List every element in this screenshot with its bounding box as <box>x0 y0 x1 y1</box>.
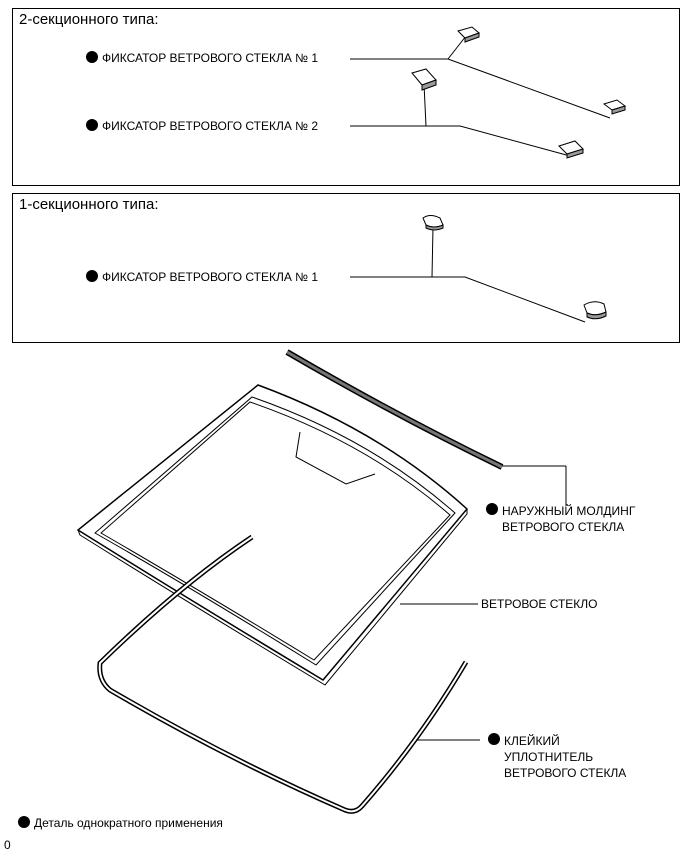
retainer-2-leader-two-section <box>350 83 571 157</box>
adhesive-dam-callout: КЛЕЙКИЙ УПЛОТНИТЕЛЬ ВЕТРОВОГО СТЕКЛА <box>488 733 626 781</box>
retainer-no1-top-icon <box>457 26 480 43</box>
two-section-panel: 2-секционного типа: <box>12 8 680 186</box>
retainer-no1-callout-two-section: ФИКСАТОР ВЕТРОВОГО СТЕКЛА № 1 <box>86 51 318 65</box>
retainer-1-leader-two-section <box>350 35 611 119</box>
retainer-no2-label: ФИКСАТОР ВЕТРОВОГО СТЕКЛА № 2 <box>102 119 319 133</box>
one-section-panel: 1-секционного типа: <box>12 193 680 343</box>
non-reusable-marker-icon <box>86 270 98 282</box>
windshield-callout: ВЕТРОВОЕ СТЕКЛО <box>481 597 598 611</box>
retainer-no1-label: ФИКСАТОР ВЕТРОВОГО СТЕКЛА № 1 <box>102 51 319 65</box>
windshield-glass <box>76 384 469 686</box>
non-reusable-marker-icon <box>18 816 30 828</box>
one-section-title: 1-секционного типа: <box>19 196 159 213</box>
two-section-title: 2-секционного типа: <box>19 11 159 28</box>
non-reusable-marker-icon <box>86 119 98 131</box>
retainer-no1-single-label: ФИКСАТОР ВЕТРОВОГО СТЕКЛА № 1 <box>102 270 319 284</box>
windshield-label: ВЕТРОВОЕ СТЕКЛО <box>481 597 598 611</box>
retainer-no1-right-icon <box>602 99 627 115</box>
retainer-1-leader-one-section <box>350 226 586 323</box>
legend-non-reusable: Деталь однократного применения <box>18 816 223 830</box>
adhesive-dam-label-line3: ВЕТРОВОГО СТЕКЛА <box>504 766 627 780</box>
outer-molding-callout: НАРУЖНЫЙ МОЛДИНГ ВЕТРОВОГО СТЕКЛА <box>486 503 635 535</box>
outer-molding-label-line1: НАРУЖНЫЙ МОЛДИНГ <box>502 504 636 518</box>
retainer-no1-single-top-icon <box>422 215 444 231</box>
outer-molding-label-line2: ВЕТРОВОГО СТЕКЛА <box>502 520 625 534</box>
retainer-no2-right-icon <box>558 140 584 159</box>
non-reusable-marker-icon <box>488 733 500 745</box>
retainer-no1-callout-one-section: ФИКСАТОР ВЕТРОВОГО СТЕКЛА № 1 <box>86 270 318 284</box>
adhesive-dam-label-line2: УПЛОТНИТЕЛЬ <box>504 750 594 764</box>
legend-non-reusable-label: Деталь однократного применения <box>34 816 223 830</box>
retainer-no1-single-right-icon <box>583 301 607 320</box>
figure-code: 0 <box>4 838 11 852</box>
outer-molding-strip <box>285 349 504 470</box>
adhesive-dam-label-line1: КЛЕЙКИЙ <box>504 734 560 748</box>
retainer-no2-callout-two-section: ФИКСАТОР ВЕТРОВОГО СТЕКЛА № 2 <box>86 119 318 133</box>
retainer-no2-top-icon <box>411 68 437 91</box>
adhesive-dam <box>97 534 469 814</box>
non-reusable-marker-icon <box>86 51 98 63</box>
non-reusable-marker-icon <box>486 503 498 515</box>
